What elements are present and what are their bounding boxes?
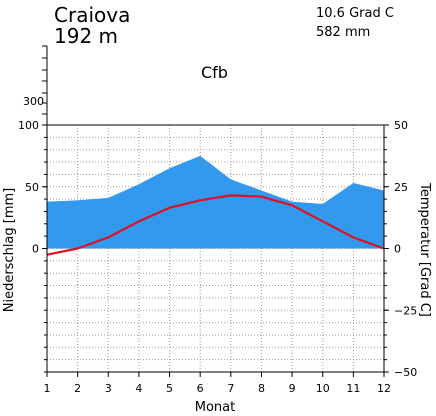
temperature-line [46,194,385,256]
x-tick-label: 10 [316,382,330,395]
temp-tick-label: −50 [394,366,417,379]
station-name: Craiova [54,3,130,27]
upper-precip-axis: 300 [23,45,48,125]
precip-tick-label: 100 [18,119,39,132]
x-tick-label: 3 [105,382,112,395]
right-axis-label: Temperatur [Grad C] [417,182,432,317]
x-tick-label: 5 [166,382,173,395]
annual-precipitation: 582 mm [316,25,370,40]
x-axis-label: Monat [195,400,235,415]
precip-tick-label: 0 [32,243,39,256]
x-tick-label: 12 [377,382,391,395]
precip-tick-300: 300 [23,95,44,108]
left-axis-label: Niederschlag [mm] [2,188,17,313]
x-tick-label: 11 [346,382,360,395]
x-tick-label: 7 [227,382,234,395]
temp-tick-label: 50 [394,119,408,132]
temp-tick-label: −25 [394,304,417,317]
x-tick-label: 1 [44,382,51,395]
x-tick-label: 8 [258,382,265,395]
x-tick-label: 4 [135,382,142,395]
station-elevation: 192 m [54,24,118,48]
temp-tick-label: 25 [394,181,408,194]
precip-tick-label: 50 [25,181,39,194]
x-tick-label: 2 [74,382,81,395]
mean-temperature: 10.6 Grad C [316,6,394,21]
climate-class: Cfb [201,63,228,82]
x-tick-label: 6 [197,382,204,395]
temp-tick-label: 0 [394,243,401,256]
plot-area [46,124,385,373]
x-tick-label: 9 [289,382,296,395]
